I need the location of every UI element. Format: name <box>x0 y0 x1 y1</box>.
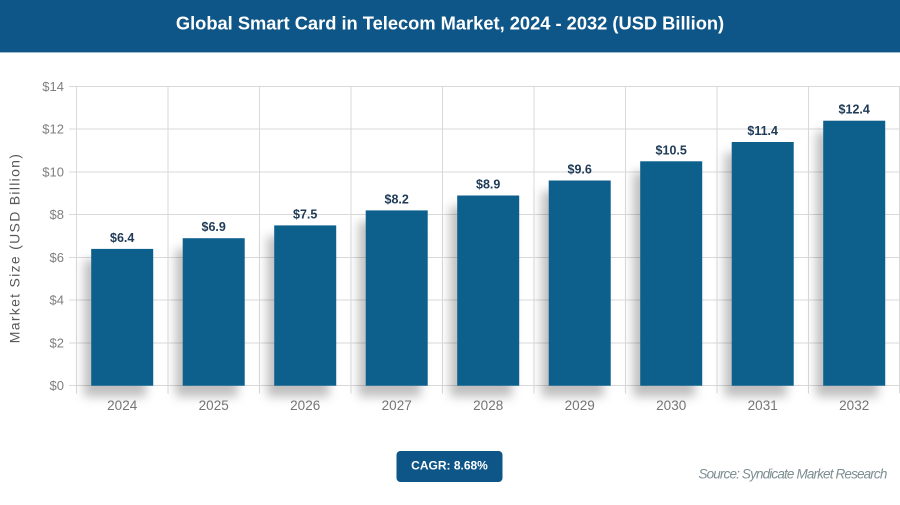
svg-text:$11.4: $11.4 <box>747 124 778 138</box>
svg-text:$6.4: $6.4 <box>110 231 134 245</box>
svg-text:$12: $12 <box>42 122 64 137</box>
svg-text:2032: 2032 <box>839 398 869 413</box>
svg-text:$14: $14 <box>42 79 64 94</box>
svg-text:$0: $0 <box>50 378 64 393</box>
svg-text:2031: 2031 <box>748 398 778 413</box>
svg-text:$12.4: $12.4 <box>839 103 870 117</box>
svg-text:Source: Syndicate Market Resea: Source: Syndicate Market Research <box>698 467 886 482</box>
svg-text:$8.2: $8.2 <box>385 192 409 206</box>
svg-text:$6: $6 <box>50 250 64 265</box>
svg-text:Market Size (USD Billion): Market Size (USD Billion) <box>7 153 23 343</box>
svg-text:2030: 2030 <box>656 398 686 413</box>
svg-text:$9.6: $9.6 <box>568 163 592 177</box>
svg-text:2024: 2024 <box>107 398 138 413</box>
svg-text:2028: 2028 <box>473 398 503 413</box>
svg-text:2025: 2025 <box>199 398 229 413</box>
svg-text:2027: 2027 <box>382 398 412 413</box>
svg-text:$10: $10 <box>42 165 64 180</box>
svg-text:Global Smart Card in Telecom M: Global Smart Card in Telecom Market, 202… <box>176 13 724 34</box>
svg-text:$2: $2 <box>50 335 64 350</box>
svg-text:$4: $4 <box>50 293 64 308</box>
svg-text:2029: 2029 <box>565 398 595 413</box>
svg-text:$10.5: $10.5 <box>656 143 687 157</box>
svg-text:$8: $8 <box>50 207 64 222</box>
svg-text:$6.9: $6.9 <box>202 220 226 234</box>
svg-text:2026: 2026 <box>290 398 320 413</box>
svg-text:$7.5: $7.5 <box>293 207 317 221</box>
svg-text:$8.9: $8.9 <box>476 178 500 192</box>
svg-text:CAGR: 8.68%: CAGR: 8.68% <box>411 459 488 473</box>
